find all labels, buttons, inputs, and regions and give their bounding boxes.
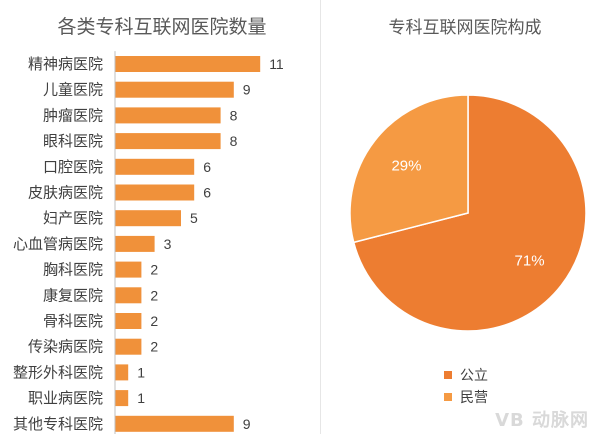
bar-chart-title: 各类专科互联网医院数量 (57, 16, 266, 38)
bar-value-label: 6 (203, 185, 211, 201)
bar-value-label: 8 (230, 133, 238, 149)
bar-category-label: 皮肤病医院 (28, 184, 103, 202)
bar (115, 107, 221, 124)
bar (115, 210, 181, 227)
bar (115, 338, 142, 355)
bar-category-label: 口腔医院 (43, 158, 103, 176)
bar-category-label: 心血管病医院 (13, 235, 103, 253)
bar-value-label: 2 (150, 262, 158, 278)
bar (115, 364, 129, 381)
legend-label: 民营 (460, 389, 488, 405)
bar-category-label: 康复医院 (43, 286, 103, 304)
bar-category-label: 骨科医院 (43, 312, 103, 330)
pie-value-label: 71% (515, 253, 545, 270)
bar (115, 287, 142, 304)
bar-category-label: 肿瘤医院 (43, 106, 103, 124)
bar-category-label: 其他专科医院 (13, 415, 103, 433)
pie-slice (352, 94, 587, 332)
bar-value-label: 6 (203, 159, 211, 175)
bar-value-label: 2 (150, 287, 158, 303)
bar-value-label: 8 (230, 107, 238, 123)
legend-swatch (444, 371, 452, 379)
bar-value-label: 9 (243, 82, 251, 98)
pie-chart-title: 专科互联网医院构成 (389, 18, 542, 37)
bar-category-label: 精神病医院 (28, 55, 103, 73)
bar (115, 184, 195, 201)
panel-divider (320, 0, 321, 434)
bar-category-label: 传染病医院 (28, 338, 103, 356)
watermark-logo: VB 动脉网 (495, 410, 589, 431)
legend-label: 公立 (460, 367, 488, 383)
bar (115, 158, 195, 175)
bar (115, 313, 142, 329)
bar (115, 235, 155, 252)
bar-category-label: 职业病医院 (28, 389, 103, 407)
bar-value-label: 2 (150, 313, 158, 329)
bar (115, 56, 261, 72)
bar-value-label: 5 (190, 210, 198, 226)
bar-category-label: 妇产医院 (43, 209, 103, 227)
pie-slice (349, 94, 469, 244)
bar (115, 415, 234, 432)
bar (115, 133, 221, 150)
bar (115, 81, 234, 98)
bar-category-label: 整形外科医院 (13, 363, 103, 381)
bar-category-label: 胸科医院 (43, 261, 103, 279)
bar-value-label: 9 (243, 416, 251, 432)
bar (115, 390, 129, 407)
legend-swatch (444, 393, 452, 401)
bar-value-label: 1 (137, 390, 145, 406)
bar-value-label: 11 (269, 56, 284, 72)
bar-category-label: 儿童医院 (43, 81, 103, 99)
bar-value-label: 2 (150, 339, 158, 355)
bar (115, 261, 142, 278)
pie-value-label: 29% (391, 157, 421, 174)
bar-value-label: 3 (164, 236, 172, 252)
bar-category-label: 眼科医院 (43, 132, 103, 150)
bar-value-label: 1 (137, 364, 145, 380)
pie-chart: 71% 29% (349, 94, 587, 332)
